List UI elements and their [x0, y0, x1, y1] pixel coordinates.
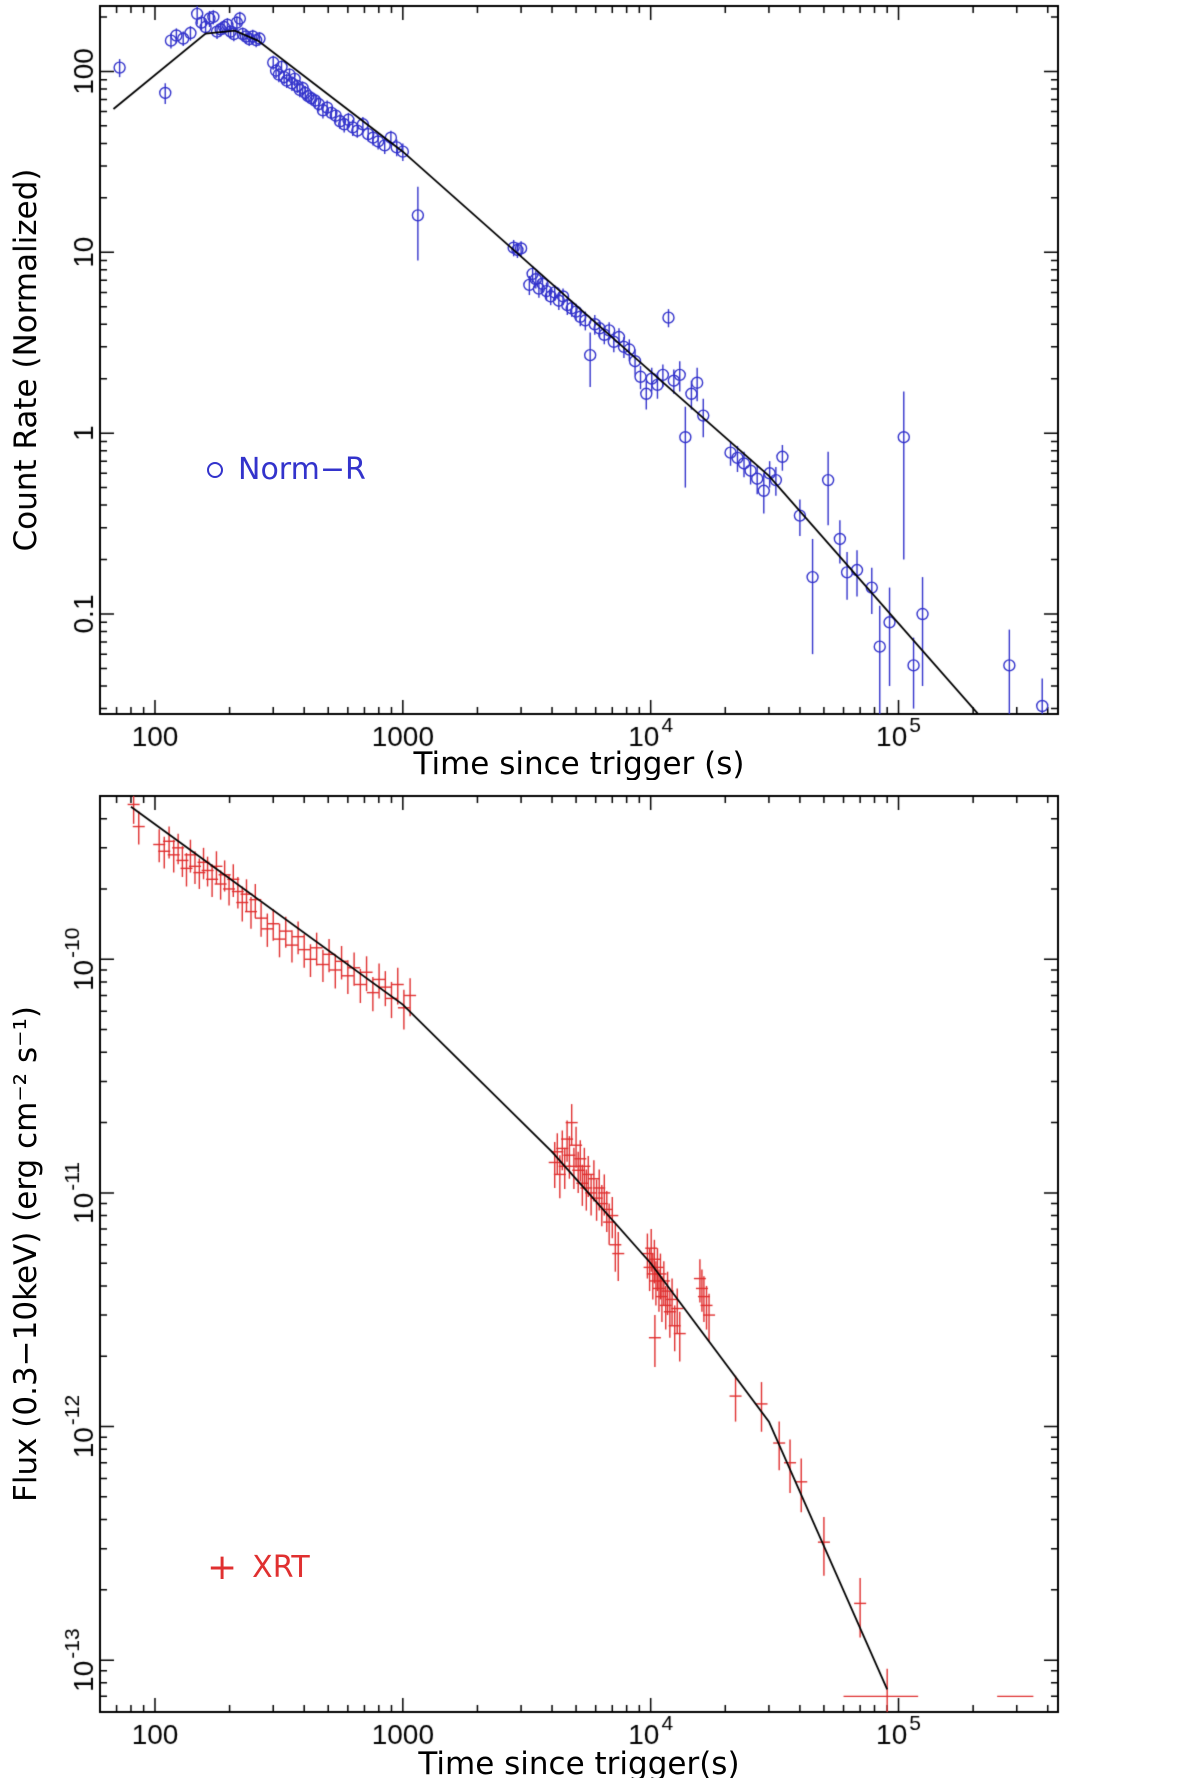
flux-chart-canvas: [0, 780, 1200, 1778]
top-panel: Count Rate (Normalized) Time since trigg…: [0, 0, 1200, 780]
xrt-legend: + XRT: [207, 1546, 310, 1588]
xrt-legend-label: XRT: [252, 1550, 310, 1585]
norm-r-legend: Norm−R: [207, 452, 366, 487]
norm-r-legend-label: Norm−R: [238, 452, 366, 487]
count-rate-y-axis-label: Count Rate (Normalized): [8, 168, 44, 552]
top-x-axis-label: Time since trigger (s): [413, 746, 745, 780]
norm-r-circle-marker-icon: [207, 461, 223, 478]
bottom-x-axis-label: Time since trigger(s): [418, 1746, 740, 1778]
count-rate-chart-canvas: [0, 0, 1200, 780]
xrt-plus-marker-icon: +: [207, 1546, 238, 1588]
flux-y-axis-label: Flux (0.3−10keV) (erg cm⁻² s⁻¹): [8, 1006, 44, 1502]
bottom-panel: Flux (0.3−10keV) (erg cm⁻² s⁻¹) Time sin…: [0, 780, 1200, 1778]
